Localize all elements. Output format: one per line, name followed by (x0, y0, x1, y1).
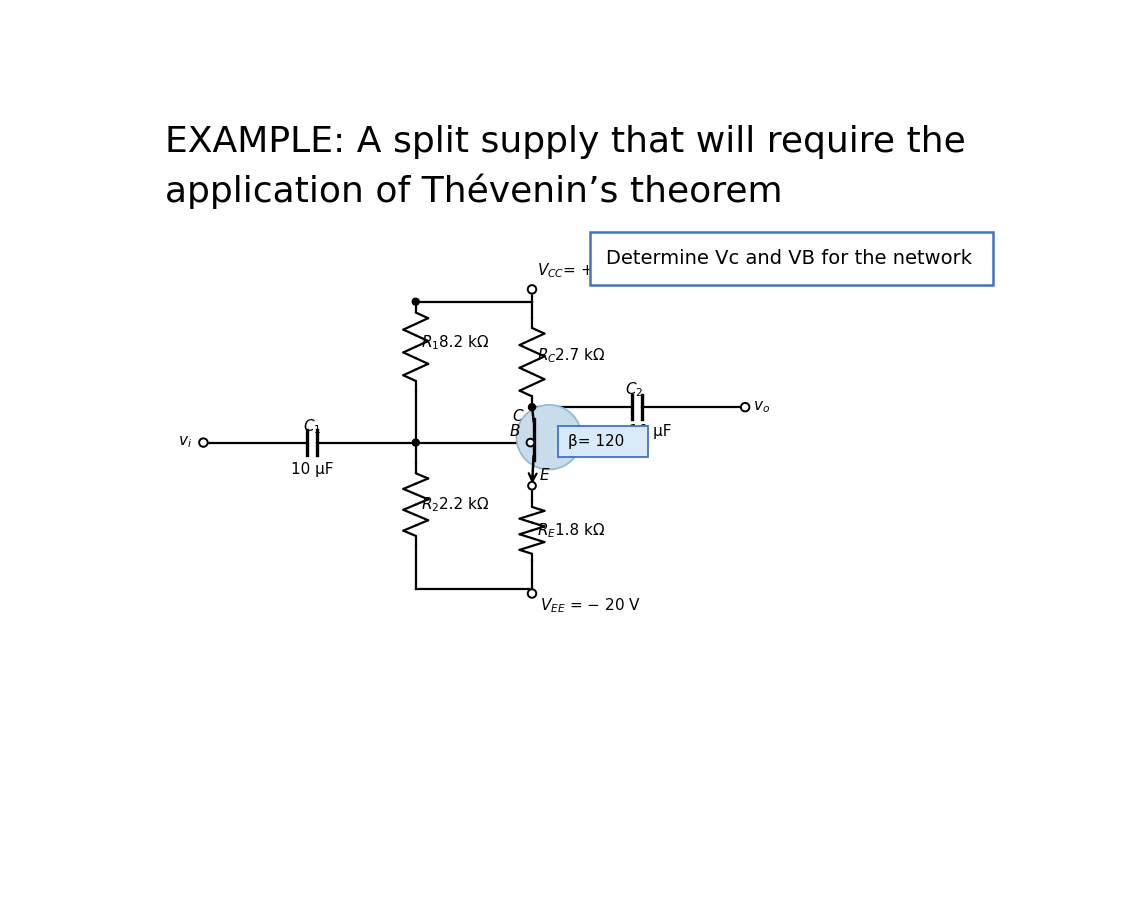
Text: 2.2 kΩ: 2.2 kΩ (439, 497, 488, 512)
FancyBboxPatch shape (591, 232, 993, 284)
Text: 10 μF: 10 μF (629, 424, 672, 440)
Text: EXAMPLE: A split supply that will require the: EXAMPLE: A split supply that will requir… (165, 125, 966, 159)
Circle shape (741, 403, 749, 412)
Text: Determine Vc and VB for the network: Determine Vc and VB for the network (605, 249, 972, 268)
Text: 10 μF: 10 μF (291, 462, 333, 477)
Circle shape (528, 589, 537, 597)
Text: application of Thévenin’s theorem: application of Thévenin’s theorem (165, 173, 783, 209)
Text: $C_2$: $C_2$ (626, 380, 643, 399)
Text: $R_1$: $R_1$ (421, 334, 440, 353)
Text: $V_{CC}$= + 20 V: $V_{CC}$= + 20 V (538, 261, 634, 280)
Text: $R_E$: $R_E$ (538, 521, 557, 540)
Text: $v_i$: $v_i$ (178, 435, 191, 450)
Circle shape (199, 439, 208, 447)
Text: β= 120: β= 120 (568, 434, 624, 449)
Circle shape (516, 405, 582, 469)
Circle shape (528, 285, 537, 293)
Text: $R_C$: $R_C$ (538, 346, 557, 365)
Text: E: E (540, 468, 549, 483)
Text: 1.8 kΩ: 1.8 kΩ (556, 523, 605, 538)
FancyBboxPatch shape (558, 426, 648, 457)
Circle shape (412, 440, 420, 446)
Circle shape (412, 298, 420, 305)
Circle shape (526, 439, 534, 447)
Text: $C_1$: $C_1$ (303, 417, 322, 436)
Text: B: B (510, 423, 521, 439)
Circle shape (529, 404, 536, 411)
Text: C: C (512, 409, 523, 423)
Text: $V_{EE}$ = − 20 V: $V_{EE}$ = − 20 V (540, 597, 641, 615)
Text: $R_2$: $R_2$ (421, 495, 440, 514)
Circle shape (528, 482, 536, 490)
Text: 8.2 kΩ: 8.2 kΩ (439, 335, 488, 351)
Text: 2.7 kΩ: 2.7 kΩ (556, 348, 605, 363)
Text: $v_o$: $v_o$ (753, 399, 770, 415)
